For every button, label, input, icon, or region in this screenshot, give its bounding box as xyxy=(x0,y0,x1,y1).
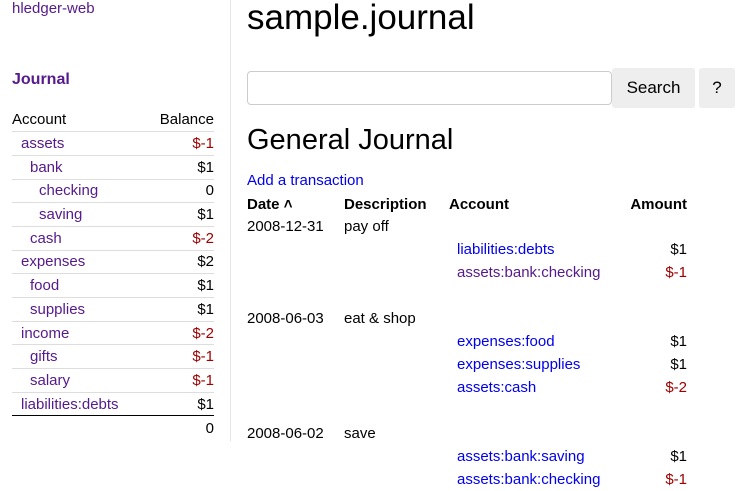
journal-link[interactable]: Journal xyxy=(12,71,70,88)
posting-amount: $1 xyxy=(670,448,687,465)
sidebar: hledger-web Journal Account Balance asse… xyxy=(0,0,231,441)
posting-amount: $1 xyxy=(670,333,687,350)
posting-row: expenses:food $1 xyxy=(247,330,687,353)
account-balance: $1 xyxy=(145,154,214,180)
account-row: cash $-2 xyxy=(12,225,214,251)
transaction-row: 2008-06-02 save xyxy=(247,422,687,445)
posting-amount: $-2 xyxy=(665,379,687,396)
account-link[interactable]: income xyxy=(21,324,70,342)
account-balance: $1 xyxy=(145,297,214,322)
transaction-description: pay off xyxy=(344,218,389,235)
account-column-header: Account xyxy=(449,195,509,213)
balance-header: Balance xyxy=(159,111,214,129)
account-row: income $-2 xyxy=(12,320,214,345)
posting-row: assets:bank:checking $-1 xyxy=(247,468,687,491)
transaction-description: save xyxy=(344,425,376,442)
transaction-date: 2008-06-03 xyxy=(247,310,324,327)
account-row: saving $1 xyxy=(12,202,214,227)
posting-row: assets:bank:saving $1 xyxy=(247,445,687,468)
posting-amount: $-1 xyxy=(665,264,687,281)
account-balance: $1 xyxy=(145,391,214,416)
posting-row: assets:bank:checking $-1 xyxy=(247,261,687,284)
posting-amount: $-1 xyxy=(665,471,687,488)
account-link[interactable]: bank xyxy=(30,158,63,176)
help-button[interactable]: ? xyxy=(699,68,735,108)
account-balance: $-1 xyxy=(145,368,214,393)
account-link[interactable]: salary xyxy=(30,371,71,389)
posting-account-link[interactable]: expenses:supplies xyxy=(457,356,581,373)
account-header: Account xyxy=(12,111,67,129)
account-balance: $1 xyxy=(145,273,214,298)
account-row: salary $-1 xyxy=(12,368,214,393)
posting-account-link[interactable]: liabilities:debts xyxy=(457,241,555,258)
account-link[interactable]: liabilities:debts xyxy=(21,395,119,413)
account-link[interactable]: supplies xyxy=(30,300,86,318)
account-link[interactable]: food xyxy=(30,277,60,295)
transaction-description: eat & shop xyxy=(344,310,416,327)
posting-row: assets:cash $-2 xyxy=(247,376,687,399)
posting-account-link[interactable]: assets:bank:saving xyxy=(457,448,585,465)
account-row: expenses $2 xyxy=(12,249,214,274)
account-row: liabilities:debts $1 xyxy=(12,391,214,416)
account-balance: $-1 xyxy=(145,344,214,369)
search-input[interactable] xyxy=(247,71,612,105)
posting-amount: $1 xyxy=(670,241,687,258)
account-balance: $-1 xyxy=(145,131,214,156)
transaction-date: 2008-12-31 xyxy=(247,218,324,235)
account-link[interactable]: cash xyxy=(30,229,62,247)
posting-amount: $1 xyxy=(670,356,687,373)
account-balance: $-2 xyxy=(145,320,214,345)
account-row: supplies $1 xyxy=(12,297,214,322)
search-button[interactable]: Search xyxy=(612,68,695,108)
posting-account-link[interactable]: assets:cash xyxy=(457,379,537,396)
journal-table: Date ˄ Description Account Amount 2008-1… xyxy=(247,193,687,491)
brand-link[interactable]: hledger-web xyxy=(12,0,95,17)
transaction-row: 2008-06-03 eat & shop xyxy=(247,307,687,330)
posting-account-link[interactable]: assets:bank:checking xyxy=(457,264,601,281)
account-link[interactable]: assets xyxy=(21,135,65,153)
account-balance: $2 xyxy=(145,249,214,274)
account-row: gifts $-1 xyxy=(12,344,214,369)
account-row: checking 0 xyxy=(12,178,214,203)
sort-ascending-icon: ˄ xyxy=(283,195,293,213)
description-column-header: Description xyxy=(344,195,427,213)
account-row: bank $1 xyxy=(12,154,214,180)
account-balance: $1 xyxy=(145,202,214,227)
accounts-table: Account Balance assets $-1 bank $1 checking 0… xyxy=(12,108,214,440)
account-row: assets $-1 xyxy=(12,131,214,156)
transaction-row: 2008-12-31 pay off xyxy=(247,215,687,238)
account-link[interactable]: gifts xyxy=(30,348,58,366)
account-link[interactable]: expenses xyxy=(21,253,86,271)
transaction-date: 2008-06-02 xyxy=(247,425,324,442)
account-balance: $-2 xyxy=(145,225,214,251)
date-column-header[interactable]: Date ˄ xyxy=(247,195,293,213)
posting-account-link[interactable]: expenses:food xyxy=(457,333,555,350)
add-transaction-link[interactable]: Add a transaction xyxy=(247,172,364,189)
account-balance: 0 xyxy=(145,178,214,203)
total-balance: 0 xyxy=(145,415,214,440)
posting-account-link[interactable]: assets:bank:checking xyxy=(457,471,601,488)
total-row: 0 xyxy=(12,415,214,440)
account-link[interactable]: checking xyxy=(39,182,99,200)
posting-row: expenses:supplies $1 xyxy=(247,353,687,376)
account-link[interactable]: saving xyxy=(39,206,83,224)
posting-row: liabilities:debts $1 xyxy=(247,238,687,261)
account-row: food $1 xyxy=(12,273,214,298)
page-title: sample.journal xyxy=(247,0,475,37)
journal-heading: General Journal xyxy=(247,124,454,156)
amount-column-header: Amount xyxy=(630,195,687,213)
